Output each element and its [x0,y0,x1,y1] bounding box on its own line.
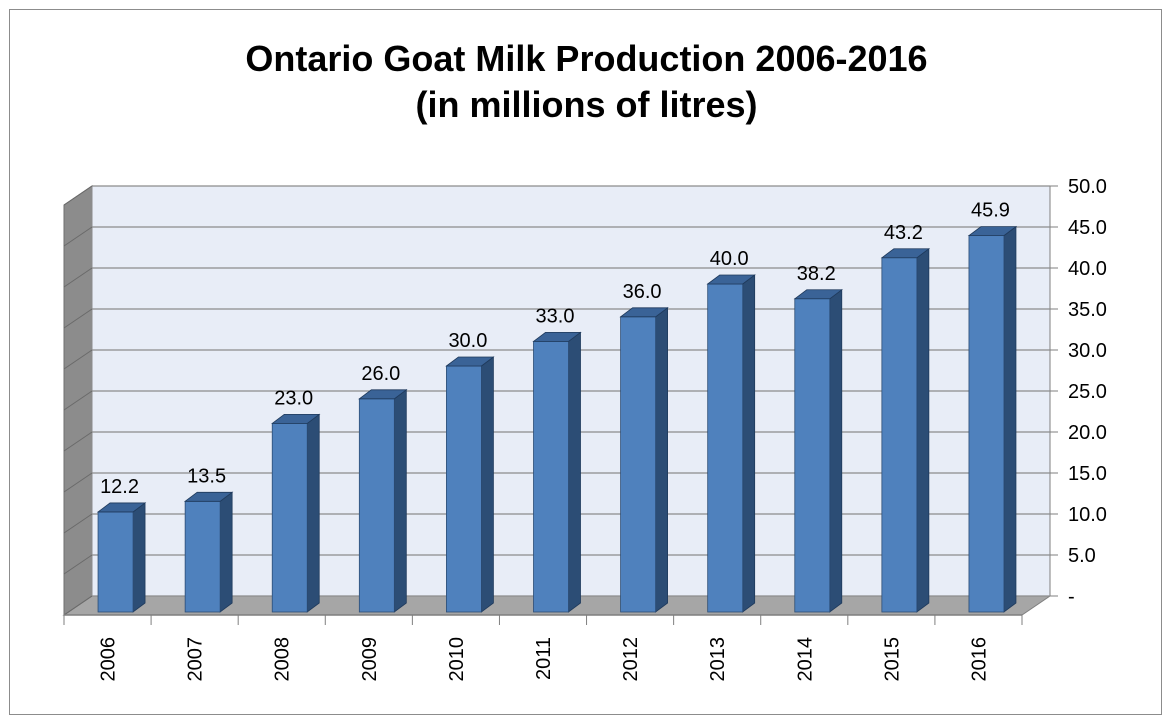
side-gridline [63,267,93,288]
bar-side [306,413,320,613]
x-tick-label: 2006 [98,637,120,682]
bar-side [393,388,407,613]
bar-top [532,331,582,342]
bar [97,511,134,613]
bar-top [358,389,408,400]
x-tick-label: 2009 [359,637,381,682]
bar-top [880,248,931,259]
y-tick-label: 35.0 [1068,299,1107,321]
y-tick-label: - [1068,586,1075,608]
y-tick-label: 25.0 [1068,381,1107,403]
bar-side [219,491,233,613]
bar-top [793,289,843,300]
y-tick-label: 20.0 [1068,422,1107,444]
bar [358,398,395,613]
bar-top [967,226,1018,237]
bar-top [619,307,669,318]
data-label: 23.0 [274,387,313,409]
x-tick-label: 2007 [185,637,207,682]
bar-top [706,274,756,285]
side-gridline [63,390,93,411]
data-label: 12.2 [100,476,139,498]
side-gridline [63,472,93,493]
data-label: 40.0 [710,248,749,270]
bar [184,500,221,613]
side-gridline [63,554,93,575]
y-tick-label: 10.0 [1068,504,1107,526]
bar [707,283,744,613]
bar [533,340,569,613]
x-tick-label: 2012 [620,637,642,682]
data-label: 13.5 [187,465,226,487]
y-tick-label: 15.0 [1068,463,1107,485]
bar-side [568,331,581,613]
side-gridline [63,431,93,452]
y-tick-label: 5.0 [1068,545,1096,567]
x-tick-label: 2015 [881,637,903,682]
y-tick-label: 30.0 [1068,340,1107,362]
bar [446,365,482,613]
bar-side [742,274,756,613]
bar-top [271,413,321,424]
side-gridline [63,513,93,534]
x-tick-label: 2013 [707,637,729,682]
bar-top [445,356,495,367]
bar [794,298,831,613]
bar [620,316,656,613]
data-label: 38.2 [797,263,836,285]
x-tick-label: 2008 [272,637,294,682]
side-gridline [63,349,93,370]
bar [881,257,918,613]
bar-top [183,491,234,502]
side-gridline [63,226,93,247]
bar-side [829,288,843,613]
x-tick-label: 2011 [533,637,555,680]
bar-side [916,247,930,613]
data-label: 33.0 [536,305,575,327]
side-gridline [63,308,93,329]
data-label: 30.0 [448,330,487,352]
bar-side [1003,225,1017,613]
x-tick-label: 2014 [794,637,816,682]
data-label: 43.2 [884,222,923,244]
bar-top [96,502,147,513]
chart-title: Ontario Goat Milk Production 2006-2016 [245,38,928,79]
x-tick-label: 2010 [446,637,468,682]
x-tick-label: 2016 [968,637,990,682]
side-gridline [63,595,93,616]
y-tick-label: 45.0 [1068,217,1107,239]
bar-side [132,502,146,613]
bar [271,422,308,613]
bar [968,235,1005,613]
chart-title-block: Ontario Goat Milk Production 2006-2016 (… [0,36,1173,128]
data-label: 45.9 [971,200,1010,222]
data-label: 36.0 [623,281,662,303]
data-label: 26.0 [361,363,400,385]
side-gridline [63,185,93,206]
bar-side [655,306,668,613]
bar-side [481,356,494,613]
y-tick-label: 40.0 [1068,258,1107,280]
y-tick-label: 50.0 [1068,176,1107,198]
chart-subtitle: (in millions of litres) [415,84,758,125]
